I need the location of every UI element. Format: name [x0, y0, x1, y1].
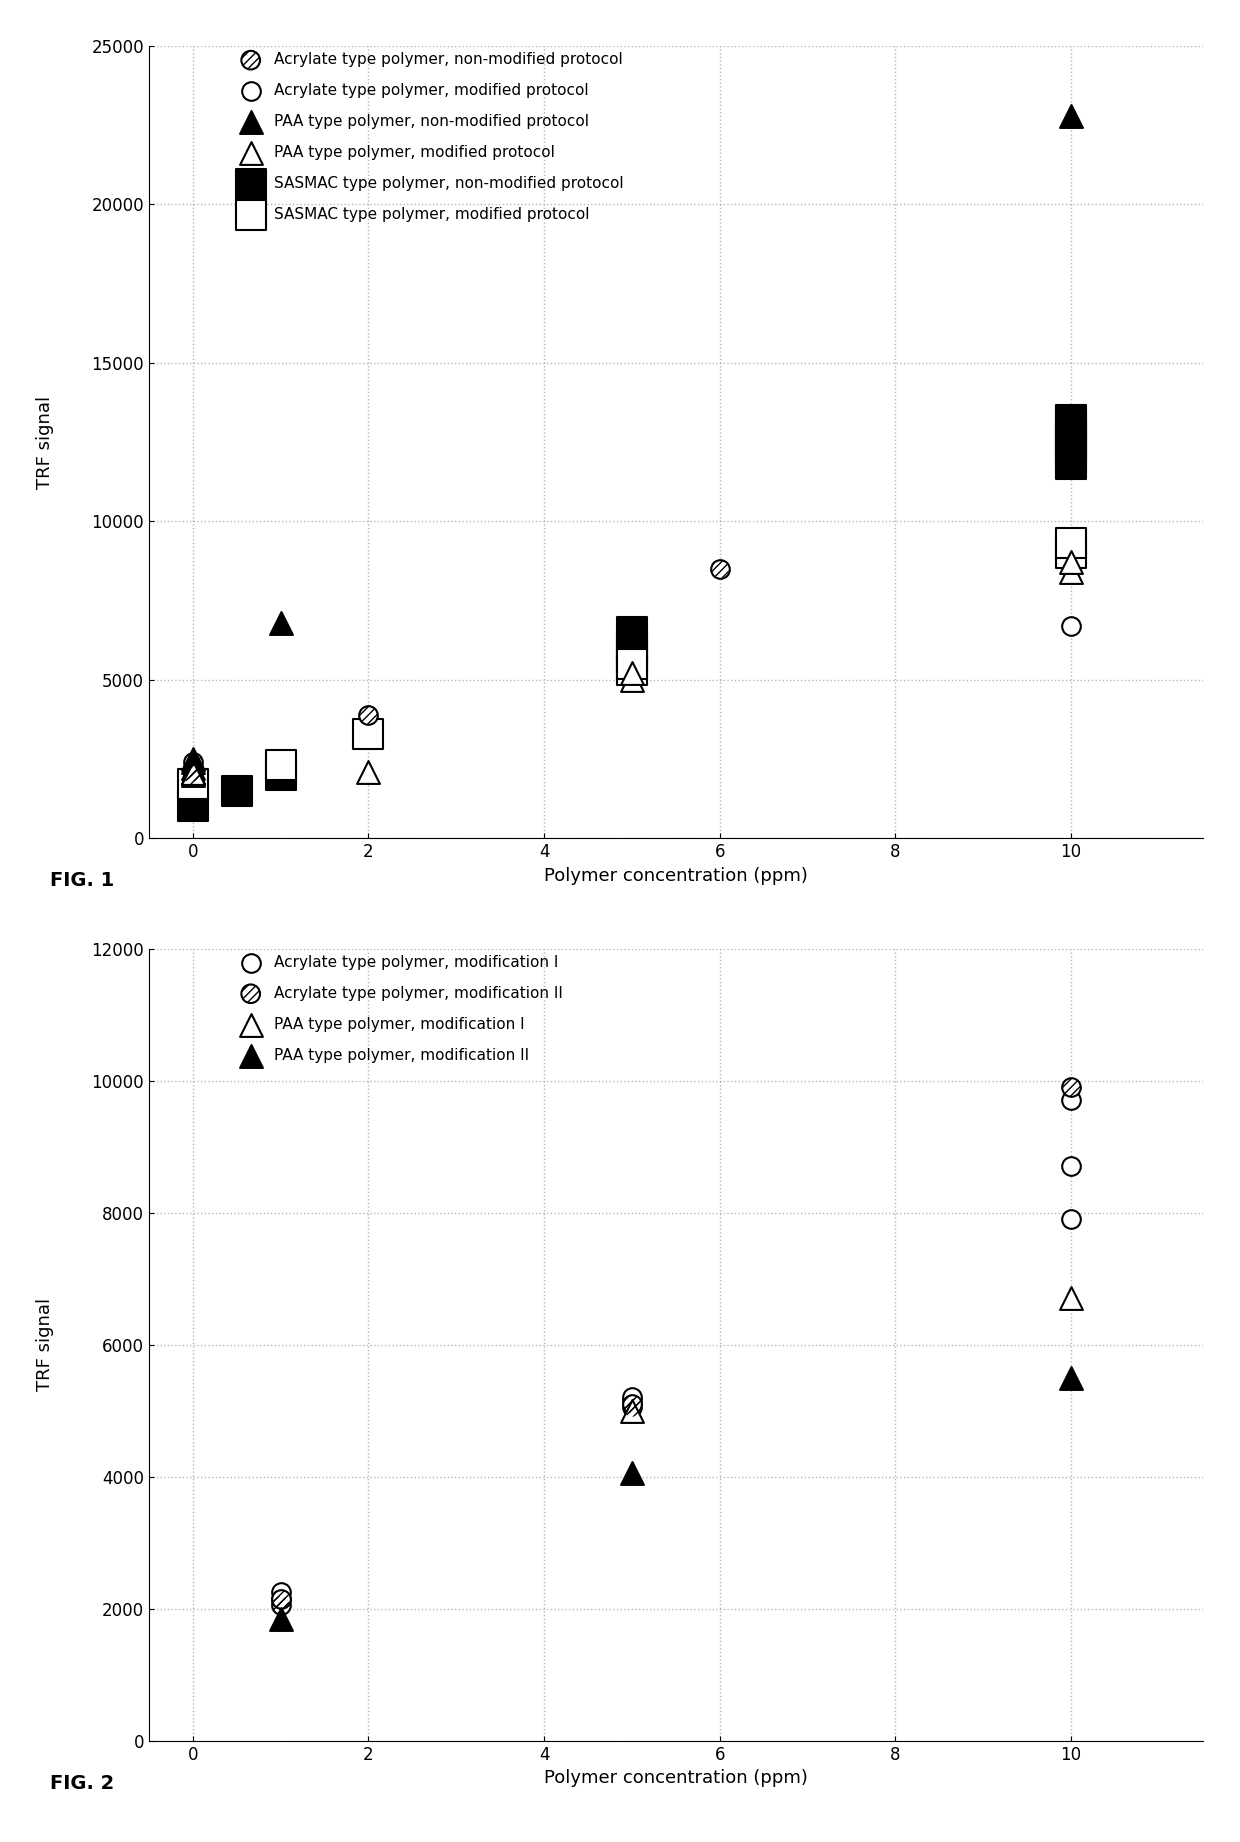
Point [1061, 440, 1081, 470]
Point [622, 1459, 642, 1488]
Point [1061, 1363, 1081, 1393]
Point [182, 792, 202, 822]
Point [270, 1584, 290, 1614]
Point [270, 608, 290, 637]
Point [622, 665, 642, 694]
Point [270, 1577, 290, 1606]
Point [182, 770, 202, 799]
Point [1061, 1072, 1081, 1102]
Point [182, 753, 202, 783]
Point [182, 759, 202, 788]
Point [1061, 1205, 1081, 1234]
Text: FIG. 1: FIG. 1 [50, 871, 114, 890]
Point [1061, 612, 1081, 641]
Point [622, 1389, 642, 1418]
Point [270, 1604, 290, 1634]
Point [622, 659, 642, 689]
Point [1061, 1072, 1081, 1102]
Point [227, 775, 247, 805]
Point [622, 617, 642, 647]
Point [622, 1396, 642, 1426]
Point [1061, 405, 1081, 435]
Point [622, 648, 642, 678]
Point [622, 1393, 642, 1422]
Point [358, 718, 378, 748]
Point [1061, 547, 1081, 577]
Point [1061, 1085, 1081, 1114]
Point [1061, 101, 1081, 131]
Point [182, 748, 202, 777]
Point [622, 1393, 642, 1422]
Point [182, 761, 202, 790]
Point [182, 757, 202, 787]
Point [709, 554, 729, 584]
Point [182, 753, 202, 783]
Point [1061, 529, 1081, 558]
Point [182, 753, 202, 783]
Point [1061, 422, 1081, 451]
Point [270, 750, 290, 779]
Point [358, 757, 378, 787]
Point [1061, 449, 1081, 479]
Point [1061, 558, 1081, 588]
Point [270, 1584, 290, 1614]
Text: FIG. 2: FIG. 2 [50, 1774, 114, 1792]
Point [1061, 1151, 1081, 1181]
Point [622, 630, 642, 659]
Point [182, 744, 202, 774]
Point [182, 748, 202, 777]
Legend: Acrylate type polymer, non-modified protocol, Acrylate type polymer, modified pr: Acrylate type polymer, non-modified prot… [233, 46, 630, 228]
Point [1061, 538, 1081, 567]
Point [182, 761, 202, 790]
Point [709, 554, 729, 584]
Y-axis label: TRF signal: TRF signal [36, 1299, 53, 1391]
Point [270, 1591, 290, 1621]
Point [622, 656, 642, 685]
Point [182, 759, 202, 788]
Point [270, 761, 290, 790]
Point [1061, 411, 1081, 440]
Point [182, 761, 202, 790]
Point [1061, 431, 1081, 460]
Point [182, 748, 202, 777]
Point [622, 1389, 642, 1418]
Point [1061, 1284, 1081, 1313]
Point [182, 757, 202, 787]
Point [270, 1584, 290, 1614]
Legend: Acrylate type polymer, modification I, Acrylate type polymer, modification II, P: Acrylate type polymer, modification I, A… [233, 949, 569, 1068]
Point [358, 700, 378, 729]
Point [622, 1385, 642, 1415]
X-axis label: Polymer concentration (ppm): Polymer concentration (ppm) [544, 1768, 807, 1787]
Point [358, 700, 378, 729]
Point [622, 1383, 642, 1413]
Y-axis label: TRF signal: TRF signal [36, 396, 53, 488]
Point [270, 1591, 290, 1621]
Point [182, 757, 202, 787]
X-axis label: Polymer concentration (ppm): Polymer concentration (ppm) [544, 866, 807, 884]
Point [622, 643, 642, 672]
